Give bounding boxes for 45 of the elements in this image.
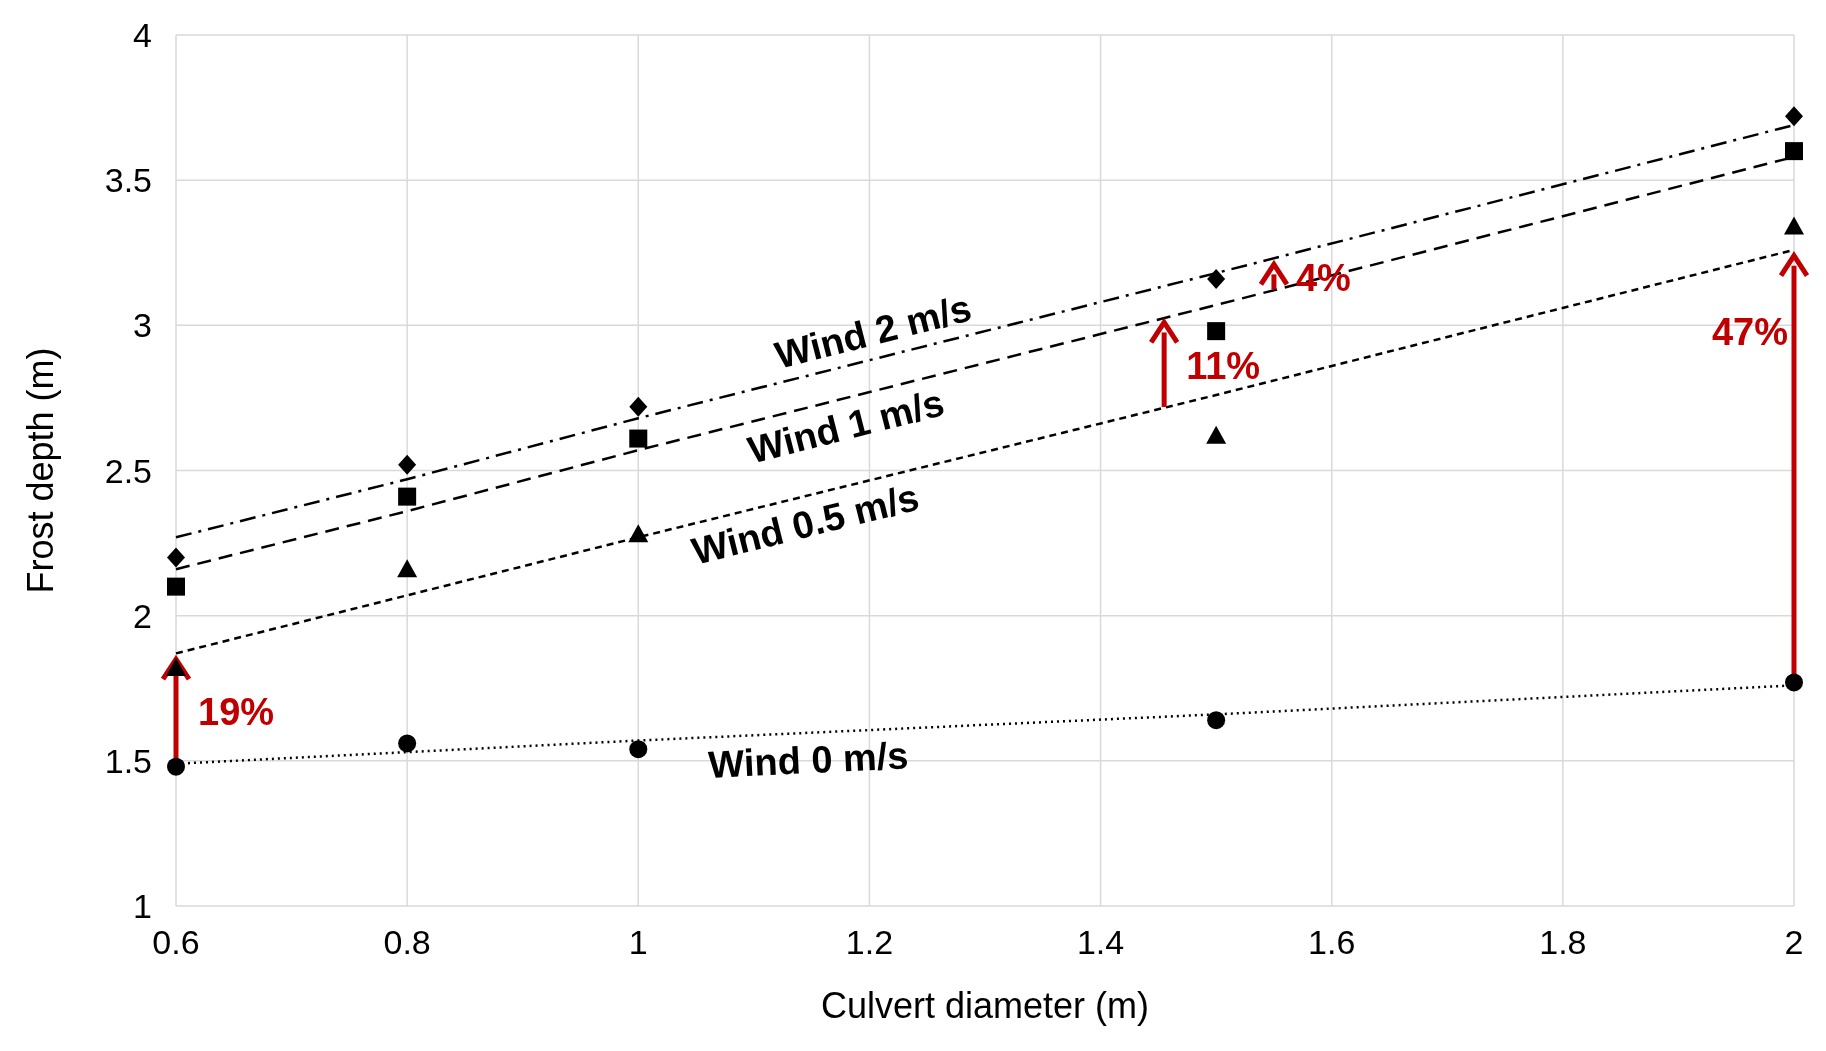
y-tick-label: 4 <box>133 16 152 54</box>
annotation: 19% <box>198 691 275 734</box>
x-tick-label: 1.6 <box>1308 923 1356 961</box>
point <box>398 734 417 753</box>
text: Wind 1 m/s <box>743 381 949 472</box>
x-tick-label: 1.8 <box>1539 923 1587 961</box>
x-tick-label: 0.6 <box>152 923 200 961</box>
x-tick-label: 1 <box>628 923 648 961</box>
point <box>1784 216 1804 235</box>
y-tick-label: 2.5 <box>104 451 152 490</box>
point <box>166 657 186 676</box>
point <box>1785 106 1803 127</box>
y-axis-title: Frost depth (m) <box>20 347 61 594</box>
text: Wind 0.5 m/s <box>687 475 924 573</box>
point <box>629 429 648 448</box>
x-tick-label: 0.8 <box>383 923 431 961</box>
point <box>1206 425 1227 444</box>
annotation: 4% <box>1295 256 1351 299</box>
y-tick-label: 3 <box>133 306 152 345</box>
point <box>167 577 185 596</box>
point <box>167 547 185 568</box>
point <box>629 740 648 759</box>
point <box>397 559 418 578</box>
annotation: 47% <box>1711 310 1788 353</box>
x-tick-label: 1.4 <box>1076 923 1125 961</box>
series-label: Wind 0 m/s <box>707 734 910 786</box>
y-tick-label: 3.5 <box>104 161 152 200</box>
point <box>1785 142 1803 161</box>
point <box>398 487 417 506</box>
point <box>1207 322 1226 341</box>
x-tick-label: 2 <box>1784 923 1804 961</box>
annotation: 11% <box>1186 344 1261 387</box>
text: Wind 2 m/s <box>770 286 976 377</box>
y-tick-label: 1.5 <box>104 741 152 780</box>
point <box>1207 268 1226 289</box>
y-tick-label: 2 <box>133 596 152 635</box>
point <box>628 524 649 543</box>
point <box>398 454 417 475</box>
x-axis-title: Culvert diameter (m) <box>820 985 1150 1026</box>
point <box>629 396 648 417</box>
point <box>1785 673 1803 692</box>
y-tick-label: 1 <box>133 887 152 925</box>
x-tick-label: 1.2 <box>845 923 894 961</box>
point <box>167 757 185 776</box>
point <box>1207 711 1226 730</box>
